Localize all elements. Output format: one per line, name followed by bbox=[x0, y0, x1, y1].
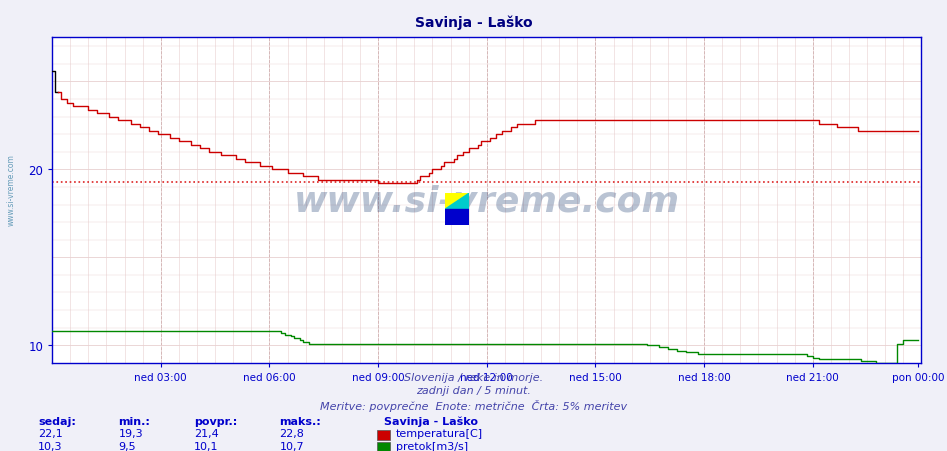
Polygon shape bbox=[445, 194, 469, 210]
Text: Savinja - Laško: Savinja - Laško bbox=[384, 416, 477, 426]
Text: temperatura[C]: temperatura[C] bbox=[396, 428, 483, 438]
Text: Slovenija / reke in morje.: Slovenija / reke in morje. bbox=[404, 372, 543, 382]
Text: zadnji dan / 5 minut.: zadnji dan / 5 minut. bbox=[416, 386, 531, 396]
Text: 10,1: 10,1 bbox=[194, 441, 219, 451]
Text: www.si-vreme.com: www.si-vreme.com bbox=[7, 153, 16, 226]
Text: sedaj:: sedaj: bbox=[38, 416, 76, 426]
Polygon shape bbox=[445, 210, 469, 226]
Text: 10,7: 10,7 bbox=[279, 441, 304, 451]
Text: Savinja - Laško: Savinja - Laško bbox=[415, 16, 532, 30]
Text: Meritve: povprečne  Enote: metrične  Črta: 5% meritev: Meritve: povprečne Enote: metrične Črta:… bbox=[320, 399, 627, 411]
Text: 22,8: 22,8 bbox=[279, 428, 304, 438]
Text: 9,5: 9,5 bbox=[118, 441, 136, 451]
Text: www.si-vreme.com: www.si-vreme.com bbox=[294, 184, 680, 218]
Text: maks.:: maks.: bbox=[279, 416, 321, 426]
Text: 10,3: 10,3 bbox=[38, 441, 63, 451]
Text: min.:: min.: bbox=[118, 416, 151, 426]
Polygon shape bbox=[445, 194, 469, 210]
Text: 21,4: 21,4 bbox=[194, 428, 219, 438]
Text: 19,3: 19,3 bbox=[118, 428, 143, 438]
Text: povpr.:: povpr.: bbox=[194, 416, 238, 426]
Text: pretok[m3/s]: pretok[m3/s] bbox=[396, 441, 468, 451]
Text: 22,1: 22,1 bbox=[38, 428, 63, 438]
